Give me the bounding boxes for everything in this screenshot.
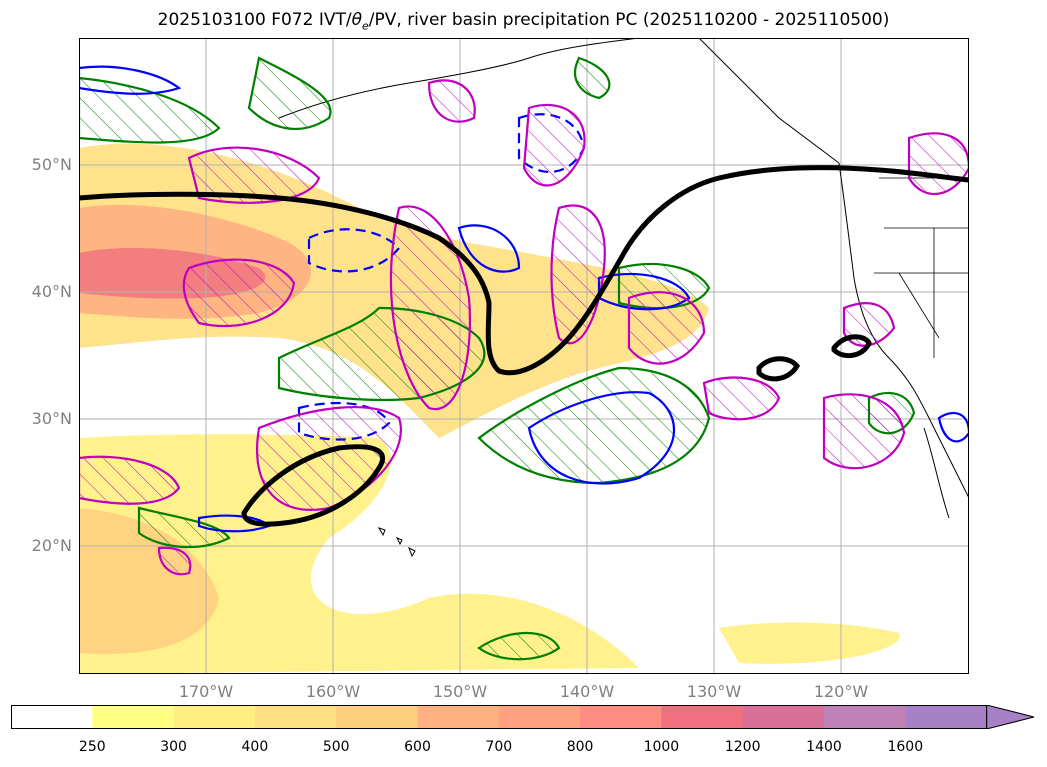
hawaii-islands [377, 527, 416, 558]
colorbar-segment [417, 705, 500, 729]
lat-label-40n: 40°N [31, 282, 72, 301]
map-title: 2025103100 F072 IVT/θe/PV, river basin p… [0, 10, 1047, 32]
pv-contours [79, 165, 969, 527]
lon-label-130w: 130°W [686, 682, 742, 701]
colorbar-tick-label: 400 [241, 739, 269, 755]
pv-small-loop-2 [831, 334, 872, 359]
lat-label-20n: 20°N [31, 536, 72, 555]
ivt-band-south [79, 434, 639, 674]
pv-small-loop-1 [756, 356, 801, 382]
colorbar-tick-label: 1200 [724, 739, 761, 755]
colorbar-segment [498, 705, 581, 729]
lon-label-150w: 150°W [432, 682, 488, 701]
magenta-region-10 [702, 376, 781, 421]
colorbar-tick-label: 1000 [643, 739, 680, 755]
map-panel [79, 38, 969, 674]
magenta-region-2 [182, 258, 296, 328]
colorbar-tick-label: 1400 [806, 739, 842, 755]
colorbar-segment [92, 705, 175, 729]
map-frame [79, 38, 969, 674]
bc-coast [698, 38, 840, 164]
pv-cutoff-south [241, 444, 386, 527]
lon-label-170w: 170°W [178, 682, 234, 701]
colorbar-tick-label: 1600 [887, 739, 924, 755]
colorbar-segment [824, 705, 906, 729]
green-region-5 [573, 56, 611, 100]
blue-region-4 [79, 65, 182, 95]
colorbar-segment [661, 705, 744, 729]
blue-region-2 [457, 224, 521, 273]
colorbar-segment [254, 705, 337, 729]
colorbar-segment [905, 705, 988, 729]
magenta-region-8 [79, 455, 181, 505]
pv-main-contour [79, 165, 969, 376]
theta-subscript: e [362, 19, 369, 33]
magenta-region-6 [427, 79, 476, 123]
title-prefix: 2025103100 F072 IVT/ [157, 10, 352, 30]
colorbar-tick-label: 800 [566, 739, 594, 755]
green-region-8 [137, 506, 231, 549]
colorbar-tick-label: 500 [322, 739, 350, 755]
magenta-contours [79, 79, 969, 576]
colorbar-segment [336, 705, 418, 729]
blue-region-1 [527, 391, 676, 485]
colorbar-tick-label: 700 [485, 739, 513, 755]
green-region-2 [477, 366, 711, 485]
lon-label-160w: 160°W [305, 682, 361, 701]
green-region-4 [247, 56, 332, 130]
green-region-9 [477, 631, 561, 661]
colorbar-frame [11, 705, 988, 729]
ivt-patch-east [719, 622, 900, 664]
ivt-core-south [79, 508, 219, 655]
ivt-shading [79, 143, 900, 674]
lat-label-50n: 50°N [31, 155, 72, 174]
colorbar-extend-arrow [986, 705, 1035, 729]
magenta-region-13 [907, 132, 969, 196]
green-region-3 [79, 76, 221, 144]
ivt-colorbar [11, 705, 1035, 729]
magenta-region-9 [627, 291, 706, 365]
magenta-region-14 [157, 546, 192, 576]
colorbar-segment [173, 705, 256, 729]
colorbar-segment [580, 705, 662, 729]
magenta-region-7 [256, 405, 402, 511]
lon-label-140w: 140°W [559, 682, 615, 701]
magenta-region-1 [187, 146, 321, 204]
colorbar-tick-label: 300 [160, 739, 187, 755]
blue-region-6 [937, 411, 969, 443]
magenta-region-3 [389, 205, 472, 411]
lon-label-120w: 120°W [813, 682, 869, 701]
colorbar-tick-label: 250 [78, 739, 106, 755]
baja-coast [923, 427, 950, 519]
theta-symbol: θ [351, 10, 362, 30]
magenta-region-5 [522, 103, 586, 187]
alaska-coast [278, 38, 640, 119]
colorbar-tick-label: 600 [404, 739, 431, 755]
lat-label-30n: 30°N [31, 409, 72, 428]
colorbar-segment [742, 705, 825, 729]
magenta-region-11 [822, 393, 906, 470]
colorbar-segment [11, 705, 93, 729]
title-suffix: /PV, river basin precipitation PC (20251… [368, 10, 890, 30]
blue-region-3 [597, 272, 691, 311]
us-west-coast [838, 162, 969, 499]
